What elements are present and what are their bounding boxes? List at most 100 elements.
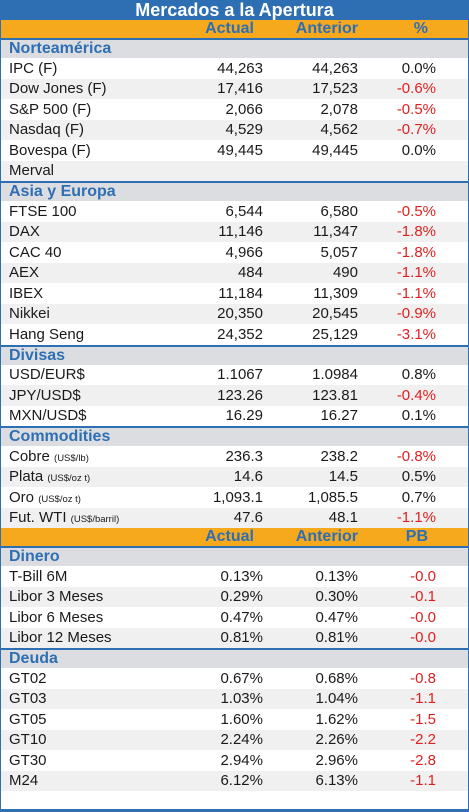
instrument-unit: (US$/barril)	[70, 514, 120, 526]
previous-value: 0.68%	[315, 669, 358, 687]
column-header-actual: Actual	[205, 528, 254, 545]
actual-value: 11,184	[218, 284, 263, 302]
table-row: IPC (F) 44,263 44,263 0.0%	[1, 58, 468, 79]
section-asia-europa: Asia y Europa	[1, 181, 468, 201]
change-value: -0.5%	[396, 202, 436, 220]
table-row: Dow Jones (F) 17,416 17,523 -0.6%	[1, 78, 468, 99]
actual-value: 2.94%	[220, 751, 263, 769]
row-name: S&P 500 (F)	[1, 101, 176, 118]
instrument-name: Libor 6 Meses	[9, 608, 104, 626]
instrument-name: DAX	[9, 223, 40, 241]
table-row: Oro (US$/oz t) 1,093.1 1,085.5 0.7%	[1, 487, 468, 508]
row-name: Nasdaq (F)	[1, 121, 176, 138]
table-row: GT05 1.60% 1.62% -1.5	[1, 709, 468, 730]
row-name: Dow Jones (F)	[1, 80, 176, 97]
section-commodities: Commodities	[1, 426, 468, 446]
table-row: Cobre (US$/lb) 236.3 238.2 -0.8%	[1, 446, 468, 467]
rows-commodities: Cobre (US$/lb) 236.3 238.2 -0.8% Plata (US$/…	[1, 446, 468, 528]
instrument-name: T-Bill 6M	[9, 567, 68, 585]
row-name: Nikkei	[1, 305, 176, 322]
table-row: Libor 3 Meses 0.29% 0.30% -0.1	[1, 586, 468, 607]
previous-value: 0.81%	[315, 629, 358, 647]
table-row: Libor 12 Meses 0.81% 0.81% -0.0	[1, 627, 468, 648]
row-name: Fut. WTI (US$/barril)	[1, 509, 176, 526]
instrument-name: Libor 12 Meses	[9, 629, 112, 647]
actual-value: 6,544	[225, 202, 263, 220]
actual-value: 1.1067	[217, 366, 263, 384]
change-value: -0.1	[410, 588, 436, 606]
row-name: CAC 40	[1, 244, 176, 261]
table-row: GT03 1.03% 1.04% -1.1	[1, 688, 468, 709]
actual-value: 47.6	[233, 509, 263, 527]
section-divisas: Divisas	[1, 344, 468, 365]
previous-value: 1.04%	[315, 690, 358, 708]
previous-value: 49,445	[312, 141, 358, 159]
instrument-name: Bovespa (F)	[9, 141, 91, 159]
row-name: JPY/USD$	[1, 387, 176, 404]
row-name: Plata (US$/oz t)	[1, 468, 176, 485]
table-row: JPY/USD$ 123.26 123.81 -0.4%	[1, 385, 468, 406]
previous-value: 4,562	[320, 121, 358, 139]
section-dinero: Dinero	[1, 546, 468, 566]
column-header-pct: %	[413, 20, 428, 37]
row-name: GT02	[1, 670, 176, 687]
previous-value: 1,085.5	[307, 488, 358, 506]
instrument-name: USD/EUR$	[9, 366, 85, 384]
previous-value: 1.62%	[315, 710, 358, 728]
row-name: GT03	[1, 690, 176, 707]
actual-value: 4,966	[225, 243, 263, 261]
actual-value: 0.81%	[220, 629, 263, 647]
row-name: Cobre (US$/lb)	[1, 448, 176, 465]
actual-value: 44,263	[217, 59, 263, 77]
actual-value: 1.60%	[220, 710, 263, 728]
change-value: -1.1%	[396, 284, 436, 302]
row-name: MXN/USD$	[1, 407, 176, 424]
previous-value: 0.30%	[315, 588, 358, 606]
instrument-name: Libor 3 Meses	[9, 588, 104, 606]
actual-value: 2.24%	[220, 731, 263, 749]
actual-value: 6.12%	[220, 772, 263, 790]
column-header-pb: PB	[405, 528, 428, 545]
table-row: M24 6.12% 6.13% -1.1	[1, 770, 468, 791]
instrument-name: Dow Jones (F)	[9, 80, 107, 98]
row-name: DAX	[1, 223, 176, 240]
row-name: Hang Seng	[1, 326, 176, 343]
instrument-name: Hang Seng	[9, 325, 85, 343]
change-value: -0.0	[410, 567, 436, 585]
instrument-unit: (US$/oz t)	[38, 493, 81, 505]
previous-value: 48.1	[328, 509, 358, 527]
previous-value: 16.27	[320, 407, 358, 425]
section-norteamerica: Norteamérica	[1, 38, 468, 58]
instrument-name: GT02	[9, 669, 47, 687]
table-row: GT02 0.67% 0.68% -0.8	[1, 668, 468, 689]
previous-value: 6,580	[320, 202, 358, 220]
previous-value: 20,545	[312, 305, 358, 323]
instrument-name: GT05	[9, 710, 47, 728]
change-value: -0.8%	[396, 447, 436, 465]
actual-value: 20,350	[217, 305, 263, 323]
row-name: IBEX	[1, 285, 176, 302]
column-header-anterior: Anterior	[295, 528, 358, 545]
actual-value: 11,146	[218, 223, 263, 241]
change-value: -0.7%	[396, 121, 436, 139]
change-value: -0.6%	[396, 80, 436, 98]
actual-value: 4,529	[225, 121, 263, 139]
change-value: 0.1%	[401, 407, 436, 425]
change-value: 0.0%	[401, 141, 436, 159]
instrument-name: Fut. WTI	[9, 509, 67, 527]
table-row: Nasdaq (F) 4,529 4,562 -0.7%	[1, 119, 468, 140]
actual-value: 16.29	[225, 407, 263, 425]
actual-value: 0.47%	[220, 608, 263, 626]
instrument-name: Nasdaq (F)	[9, 121, 85, 139]
row-name: GT30	[1, 752, 176, 769]
instrument-name: CAC 40	[9, 243, 62, 261]
column-header-row-2: Actual Anterior PB	[1, 528, 468, 546]
table-row: MXN/USD$ 16.29 16.27 0.1%	[1, 406, 468, 427]
change-value: -0.9%	[396, 305, 436, 323]
change-value: -3.1%	[396, 325, 436, 343]
column-header-actual: Actual	[205, 20, 254, 37]
change-value: -1.5	[410, 710, 436, 728]
table-row: Hang Seng 24,352 25,129 -3.1%	[1, 324, 468, 345]
change-value: 0.0%	[401, 59, 436, 77]
previous-value: 14.5	[328, 468, 358, 486]
